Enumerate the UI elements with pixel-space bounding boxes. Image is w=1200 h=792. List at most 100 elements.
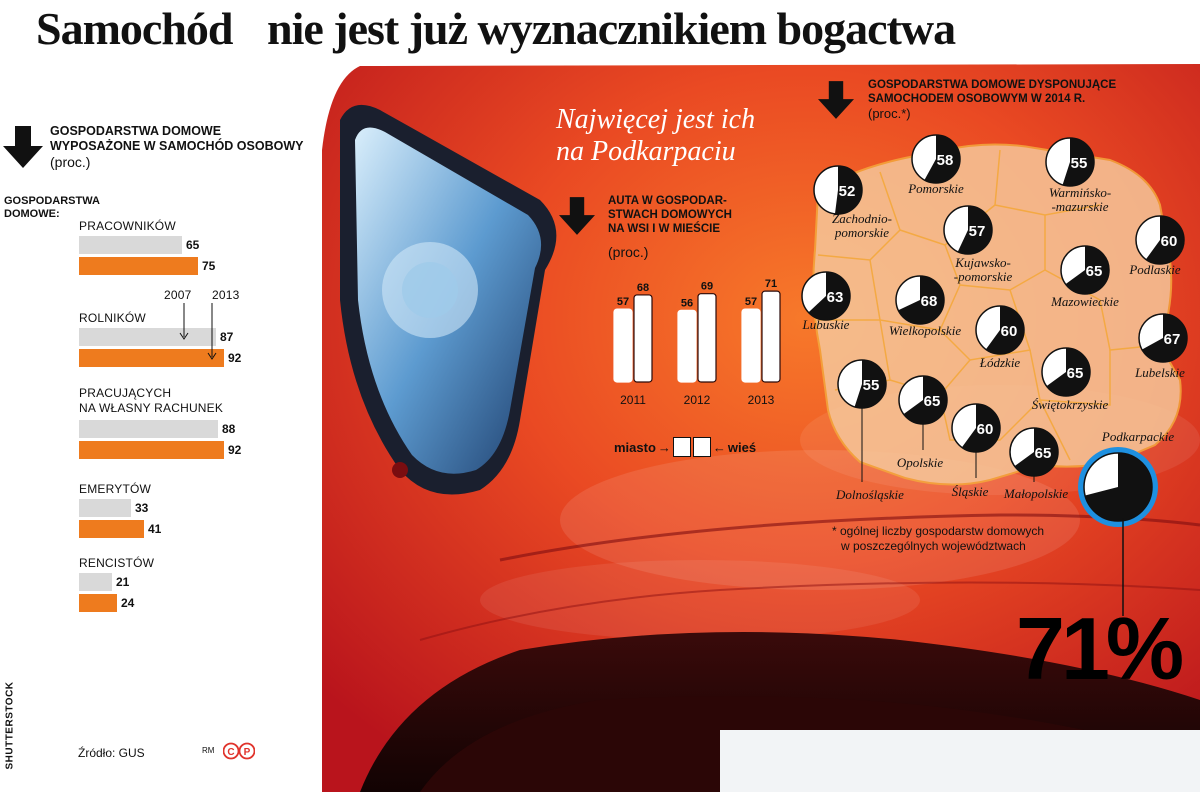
legend-city: miasto [614,439,656,455]
pie-slice [961,404,1000,452]
pie-value: 52 [839,183,856,200]
category-label: ROLNIKÓW [79,311,146,325]
pie-slice [808,272,850,321]
category-label: PRACUJĄCYCH [79,386,172,400]
map-header-line1: GOSPODARSTWA DOMOWE DYSPONUJĄCE [868,79,1117,91]
year-tick-label: 2012 [684,393,711,407]
middle-chart-header: AUTA W GOSPODAR- STWACH DOMOWYCH NA WSI … [608,194,732,236]
photo-credit: SHUTTERSTOCK [4,681,16,770]
pie-slice [1085,453,1153,521]
bar-value: 87 [220,330,234,344]
pie-value: 58 [937,152,954,169]
region-label: Śląskie [951,484,989,499]
year-marker-arrows [179,303,217,360]
map-footnote: * ogólnej liczby gospodarstw domowych w … [832,524,1044,554]
pie-slice [1014,428,1058,477]
highlight-connector [1122,518,1124,616]
mid-legend: miasto → ← wieś [614,437,756,457]
pie-10: 55 [837,359,887,409]
bar-wieś [633,294,653,383]
bar-value: 57 [617,296,629,308]
region-label: Podkarpackie [1101,429,1175,444]
map-header-line2: SAMOCHODEM OSOBOWYM W 2014 R. [868,93,1086,105]
category-label: EMERYTÓW [79,482,152,496]
pie-slice [1141,314,1188,362]
bar-value: 33 [135,501,149,515]
pie-value: 65 [924,393,941,410]
region-label: Lubuskie [802,317,850,332]
pie-5: 65 [1060,245,1110,295]
pie-value: 63 [827,289,844,306]
left-header-line1: GOSPODARSTWA DOMOWE [50,124,222,138]
bar-2007 [79,236,182,254]
year-label-2007: 2007 [164,288,192,302]
bar-2013 [79,441,224,459]
arrow-left-icon: ← [712,439,726,455]
bar-2013 [79,520,144,538]
pie-slice [834,166,863,214]
pie-value: 55 [863,377,880,394]
pie-value: 65 [1086,263,1103,280]
year-tick-label: 2011 [620,393,646,407]
left-chart-header: GOSPODARSTWA DOMOWE WYPOSAŻONE W SAMOCHÓ… [50,124,303,154]
pie-slice [854,360,886,408]
map-header: GOSPODARSTWA DOMOWE DYSPONUJĄCE SAMOCHOD… [868,78,1116,106]
middle-headline-line1: Najwięcej jest ich [556,104,756,135]
region-label: Mazowieckie [1051,294,1119,309]
bar-2013 [79,349,224,367]
pie-value: 55 [1071,155,1088,172]
pie-slice [985,306,1024,355]
bar-wieś [697,293,717,383]
footnote-line2: w poszczególnych województwach [841,539,1026,553]
pie-12: 60 [951,403,1001,453]
bar-2007 [79,499,131,517]
left-header-line2: WYPOSAŻONE W SAMOCHÓD OSOBOWY [50,139,304,153]
bar-2007 [79,328,216,346]
category-label: NA WŁASNY RACHUNEK [79,401,224,415]
legend-village-swatch [692,437,711,457]
pie-value: 57 [969,223,986,240]
region-label: Kujawsko- -pomorskie [953,255,1013,284]
pie-slice [898,276,944,324]
city-village-chart: 57 68 2011 56 69 2012 57 71 2013 [613,278,781,407]
pie-slice [903,376,947,424]
pie-4: 57 [943,205,993,255]
title-part1: Samochód [36,3,233,54]
bar-miasto [677,309,697,383]
bar-2013 [79,594,117,612]
highlight-71-percent: 71% [1016,599,1184,698]
source-label: Źródło: GUS [78,746,145,760]
category-label: RENCISTÓW [79,556,155,570]
bar-value: 88 [222,422,236,436]
rm-credit: RM [202,746,215,755]
left-bar-chart: PRACOWNIKÓW 65 75 ROLNIKÓW 87 92 PRACUJĄCYCH NA… [0,0,330,792]
region-label: Małopolskie [1003,486,1069,501]
down-arrow-icon [3,126,43,168]
pie-slice [1062,138,1094,186]
bar-value: 75 [202,259,216,273]
region-label: Łódzkie [979,355,1021,370]
svg-text:P: P [244,747,251,758]
pie-15 [1078,447,1158,527]
pie-value: 65 [1035,445,1052,462]
middle-header-line3: NA WSI I W MIEŚCIE [608,223,721,235]
middle-header-line1: AUTA W GOSPODAR- [608,195,727,207]
pie-6: 63 [801,271,851,321]
footnote-line1: * ogólnej liczby gospodarstw domowych [832,524,1045,538]
bar-value: 57 [745,296,757,308]
year-label-2013: 2013 [212,288,240,302]
title-part2: nie jest już wyznacznikiem bogactwa [266,3,956,54]
pie-value: 60 [977,421,994,438]
svg-text:C: C [227,747,234,758]
middle-headline-line2: na Podkarpaciu [556,136,736,167]
bar-value: 69 [701,281,713,293]
pie-value: 60 [1001,323,1018,340]
bar-value: 21 [116,575,130,589]
pie-slice [1046,348,1090,396]
page-title: Samochód nie jest już wyznacznikiem boga… [36,2,956,55]
arrow-right-icon: → [657,439,671,455]
pie-0: 52 [813,165,863,215]
pie-value: 60 [1161,233,1178,250]
down-arrow-icon [818,81,854,119]
